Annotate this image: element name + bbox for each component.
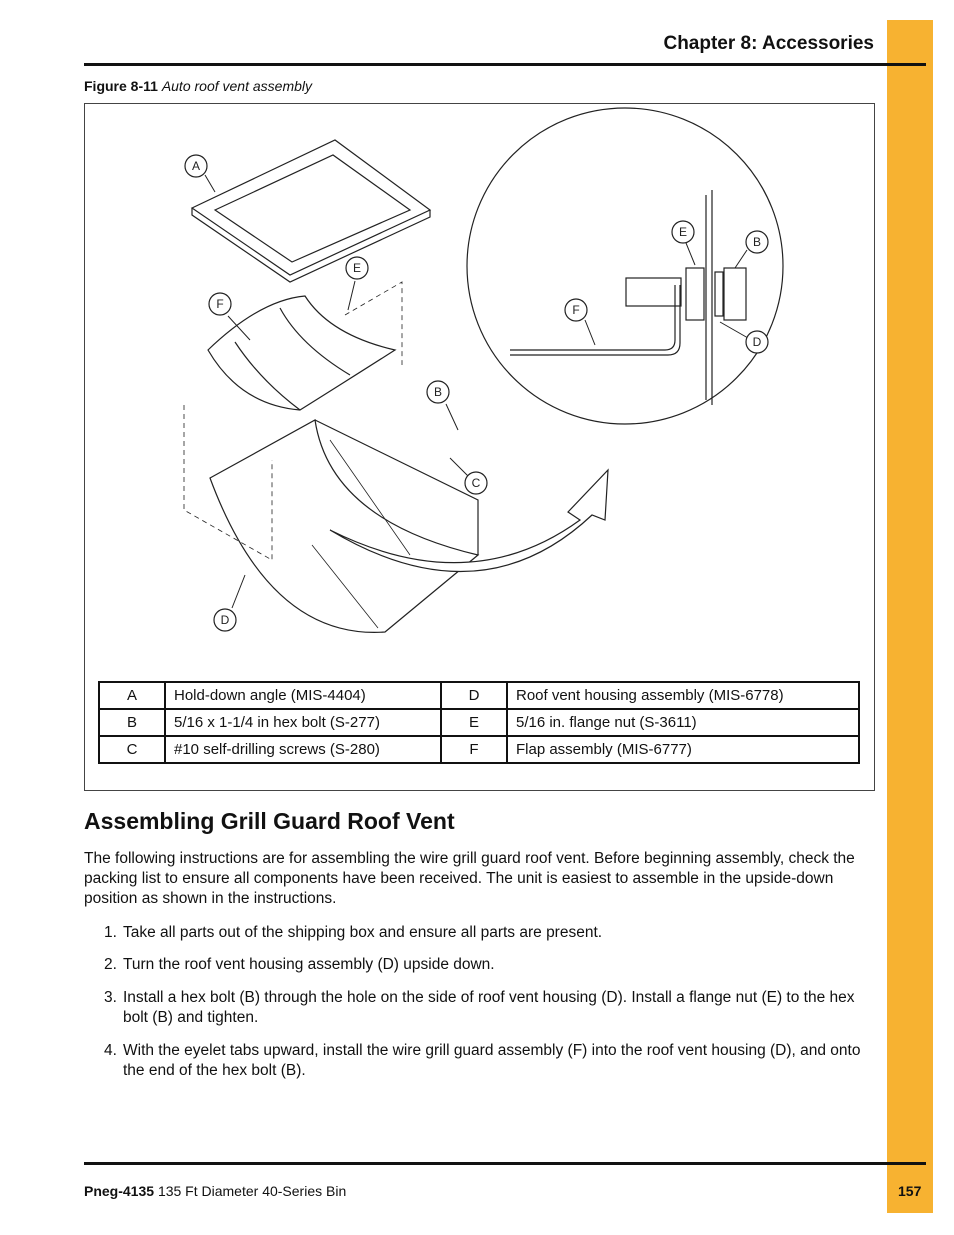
- figure-title: Auto roof vent assembly: [161, 78, 312, 94]
- step-text: Turn the roof vent housing assembly (D) …: [123, 956, 495, 973]
- part-key: A: [98, 681, 166, 710]
- diagram: A E F B C D E B F D: [183, 107, 784, 633]
- table-row: B 5/16 x 1-1/4 in hex bolt (S-277) E 5/16 i…: [98, 708, 861, 737]
- part-name: Hold-down angle (MIS-4404): [164, 681, 442, 710]
- step: 1. Take all parts out of the shipping box…: [104, 923, 874, 943]
- callout-circle: [426, 380, 450, 404]
- step-text: With the eyelet tabs upward, install the…: [123, 1042, 861, 1079]
- footer-rule: [84, 1162, 926, 1165]
- part-name: Flap assembly (MIS-6777): [505, 735, 861, 764]
- figure-box: [84, 103, 875, 791]
- parts-table: A Hold-down angle (MIS-4404) D Roof vent ho…: [98, 681, 861, 764]
- callout-label: D: [753, 335, 762, 349]
- callout-circle: [208, 292, 232, 316]
- part-name: #10 self-drilling screws (S-280): [164, 735, 442, 764]
- step: 2. Turn the roof vent housing assembly (D…: [104, 955, 874, 975]
- step-text: Install a hex bolt (B) through the hole …: [123, 989, 855, 1026]
- part-key: B: [98, 708, 166, 737]
- callout-label: F: [216, 297, 223, 311]
- callout-label: D: [221, 613, 230, 627]
- callout-label: A: [192, 159, 200, 173]
- table-row: C #10 self-drilling screws (S-280) F Flap a…: [98, 735, 861, 764]
- step-number: 4.: [104, 1042, 117, 1059]
- figure-caption: Figure 8-11 Auto roof vent assembly: [84, 78, 312, 94]
- chapter-title: Chapter 8: Accessories: [663, 33, 874, 54]
- part-name: 5/16 in. flange nut (S-3611): [505, 708, 861, 737]
- step: 4. With the eyelet tabs upward, install t…: [104, 1041, 874, 1081]
- callout-circle: [745, 230, 769, 254]
- part-key: E: [439, 708, 508, 737]
- part-key: F: [439, 735, 508, 764]
- step-number: 1.: [104, 924, 117, 941]
- part-key: C: [98, 735, 166, 764]
- callout-circle: [745, 330, 769, 354]
- callout-label: F: [572, 303, 579, 317]
- step-number: 2.: [104, 956, 117, 973]
- callout-circle: [464, 471, 488, 495]
- callout-circle: [184, 154, 208, 178]
- part-key: D: [439, 681, 508, 710]
- table-row: A Hold-down angle (MIS-4404) D Roof vent ho…: [98, 681, 861, 710]
- step-number: 3.: [104, 989, 117, 1006]
- callout-label: E: [679, 225, 687, 239]
- callout-circle: [671, 220, 695, 244]
- part-name: 5/16 x 1-1/4 in hex bolt (S-277): [164, 708, 442, 737]
- callout-label: B: [753, 235, 761, 249]
- callout-circle: [345, 256, 369, 280]
- side-bar: [887, 20, 933, 1213]
- callout-label: C: [472, 476, 481, 490]
- step-text: Take all parts out of the shipping box a…: [123, 924, 603, 941]
- part-name: Roof vent housing assembly (MIS-6778): [505, 681, 861, 710]
- callout-label: B: [434, 385, 442, 399]
- intro-paragraph: The following instructions are for assem…: [84, 850, 855, 907]
- callout-circle: [564, 298, 588, 322]
- doc-title: 135 Ft Diameter 40-Series Bin: [157, 1183, 347, 1199]
- step: 3. Install a hex bolt (B) through the hol…: [104, 988, 874, 1028]
- figure-label: Figure 8-11: [84, 78, 158, 94]
- footer-doc: Pneg-4135 135 Ft Diameter 40-Series Bin: [84, 1183, 346, 1199]
- header-rule: [84, 63, 926, 66]
- callout-label: E: [353, 261, 361, 275]
- callout-circle: [213, 608, 237, 632]
- doc-number: Pneg-4135: [84, 1183, 155, 1199]
- section-heading: Assembling Grill Guard Roof Vent: [84, 808, 455, 834]
- page-number: 157: [898, 1183, 922, 1199]
